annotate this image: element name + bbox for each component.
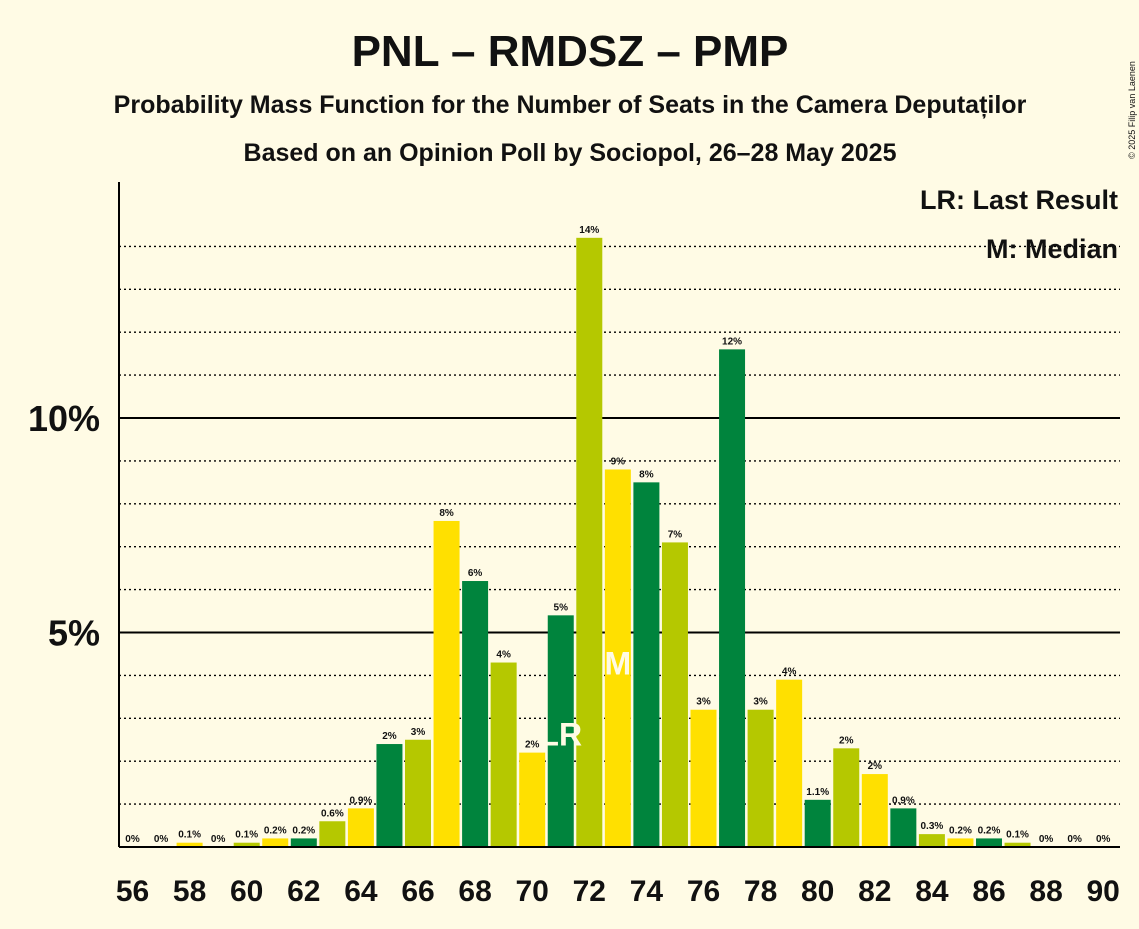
axes: 5% 10% 56 58 60 62 64 66 68 70 72 74 76 78 80 82 84 86 88 9… [28,182,1120,908]
x-tick-label: 86 [972,875,1005,908]
bar-seat-62 [290,838,317,847]
bar-value-label: 0.1% [1006,830,1029,841]
bars [176,237,1031,847]
bar-seat-74 [633,482,660,847]
bar-value-label: 0.3% [921,821,944,832]
chart-subtitle-poll: Based on an Opinion Poll by Sociopol, 26… [244,139,897,167]
marker-m: M [605,645,632,681]
bar-value-label: 3% [753,697,768,708]
bar-seat-73 [604,469,631,847]
bar-value-label: 0% [211,834,226,845]
bar-value-label: 8% [439,508,454,519]
bar-value-label: 0.2% [264,825,287,836]
y-tick-label: 5% [48,613,100,654]
x-tick-label: 70 [516,875,549,908]
bar-seat-72 [576,237,603,847]
bar-seat-70 [519,752,546,847]
bar-value-label: 0.9% [892,795,915,806]
bar-seat-76 [690,709,717,847]
bar-value-label: 14% [579,225,599,236]
bar-value-label: 0% [125,834,140,845]
legend-last-result: LR: Last Result [920,185,1118,215]
x-tick-label: 76 [687,875,720,908]
bar-seat-71 [547,615,574,847]
x-tick-label: 82 [858,875,891,908]
x-tick-label: 84 [915,875,949,908]
markers: LR M [539,645,631,752]
bar-seat-63 [319,821,346,847]
x-tick-label: 74 [630,875,664,908]
bar-value-labels: 0% 0% 0.1% 0% 0.1% 0.2% 0.2% 0.6% 0.9% 2% 3% 8% 6% 4%… [125,225,1110,845]
bar-value-label: 0% [1096,834,1111,845]
bar-seat-75 [661,542,688,847]
x-tick-label: 64 [344,875,378,908]
bar-value-label: 0.2% [978,825,1001,836]
bar-value-label: 0.2% [292,825,315,836]
bar-value-label: 0% [154,834,169,845]
bar-seat-79 [776,679,803,847]
x-tick-label: 60 [230,875,263,908]
bar-value-label: 0.6% [321,808,344,819]
bar-value-label: 2% [382,731,397,742]
x-tick-label: 56 [116,875,149,908]
x-tick-label: 68 [458,875,491,908]
x-tick-label: 66 [401,875,434,908]
bar-value-label: 5% [554,602,569,613]
bar-value-label: 6% [468,568,483,579]
x-tick-label: 58 [173,875,206,908]
bar-value-label: 2% [839,735,854,746]
copyright-notice: © 2025 Filip van Laenen [1127,61,1137,159]
bar-seat-81 [833,748,860,847]
bar-seat-67 [433,520,460,847]
bar-seat-65 [376,744,403,847]
bar-value-label: 0.2% [949,825,972,836]
bar-seat-78 [747,709,774,847]
bar-seat-66 [405,739,431,847]
bar-seat-69 [490,662,517,847]
bar-value-label: 0% [1067,834,1082,845]
bar-seat-86 [976,838,1002,847]
x-tick-label: 72 [573,875,606,908]
bar-seat-80 [804,799,831,847]
x-tick-label: 88 [1029,875,1062,908]
bar-value-label: 2% [525,740,540,751]
bar-seat-85 [947,838,974,847]
bar-seat-58 [176,842,203,847]
bar-value-label: 0.9% [350,795,373,806]
chart-subtitle: Probability Mass Function for the Number… [114,91,1027,119]
y-tick-label: 10% [28,398,100,439]
bar-seat-68 [462,581,489,847]
bar-value-label: 0% [1039,834,1054,845]
bar-value-label: 4% [496,650,511,661]
bar-value-label: 2% [868,761,883,772]
bar-seat-84 [918,834,945,847]
x-tick-label: 80 [801,875,834,908]
bar-value-label: 3% [411,727,426,738]
chart-title: PNL – RMDSZ – PMP [352,27,789,76]
bar-value-label: 12% [722,336,742,347]
bar-value-label: 8% [639,469,654,480]
bar-seat-87 [1004,842,1031,847]
bar-seat-82 [861,774,888,847]
bar-value-label: 9% [611,456,626,467]
bar-seat-60 [233,842,260,847]
x-tick-label: 90 [1087,875,1120,908]
bar-seat-83 [890,808,917,847]
x-tick-label: 62 [287,875,320,908]
bar-seat-61 [262,838,289,847]
bar-value-label: 0.1% [235,830,258,841]
bar-seat-64 [347,808,374,847]
bar-seat-77 [719,349,746,847]
bar-value-label: 7% [668,529,683,540]
bar-value-label: 0.1% [178,830,201,841]
bar-value-label: 3% [696,697,711,708]
x-tick-label: 78 [744,875,777,908]
bar-value-label: 4% [782,667,797,678]
bar-value-label: 1.1% [806,787,829,798]
marker-lr: LR [539,716,582,752]
legend-median: M: Median [986,234,1118,264]
